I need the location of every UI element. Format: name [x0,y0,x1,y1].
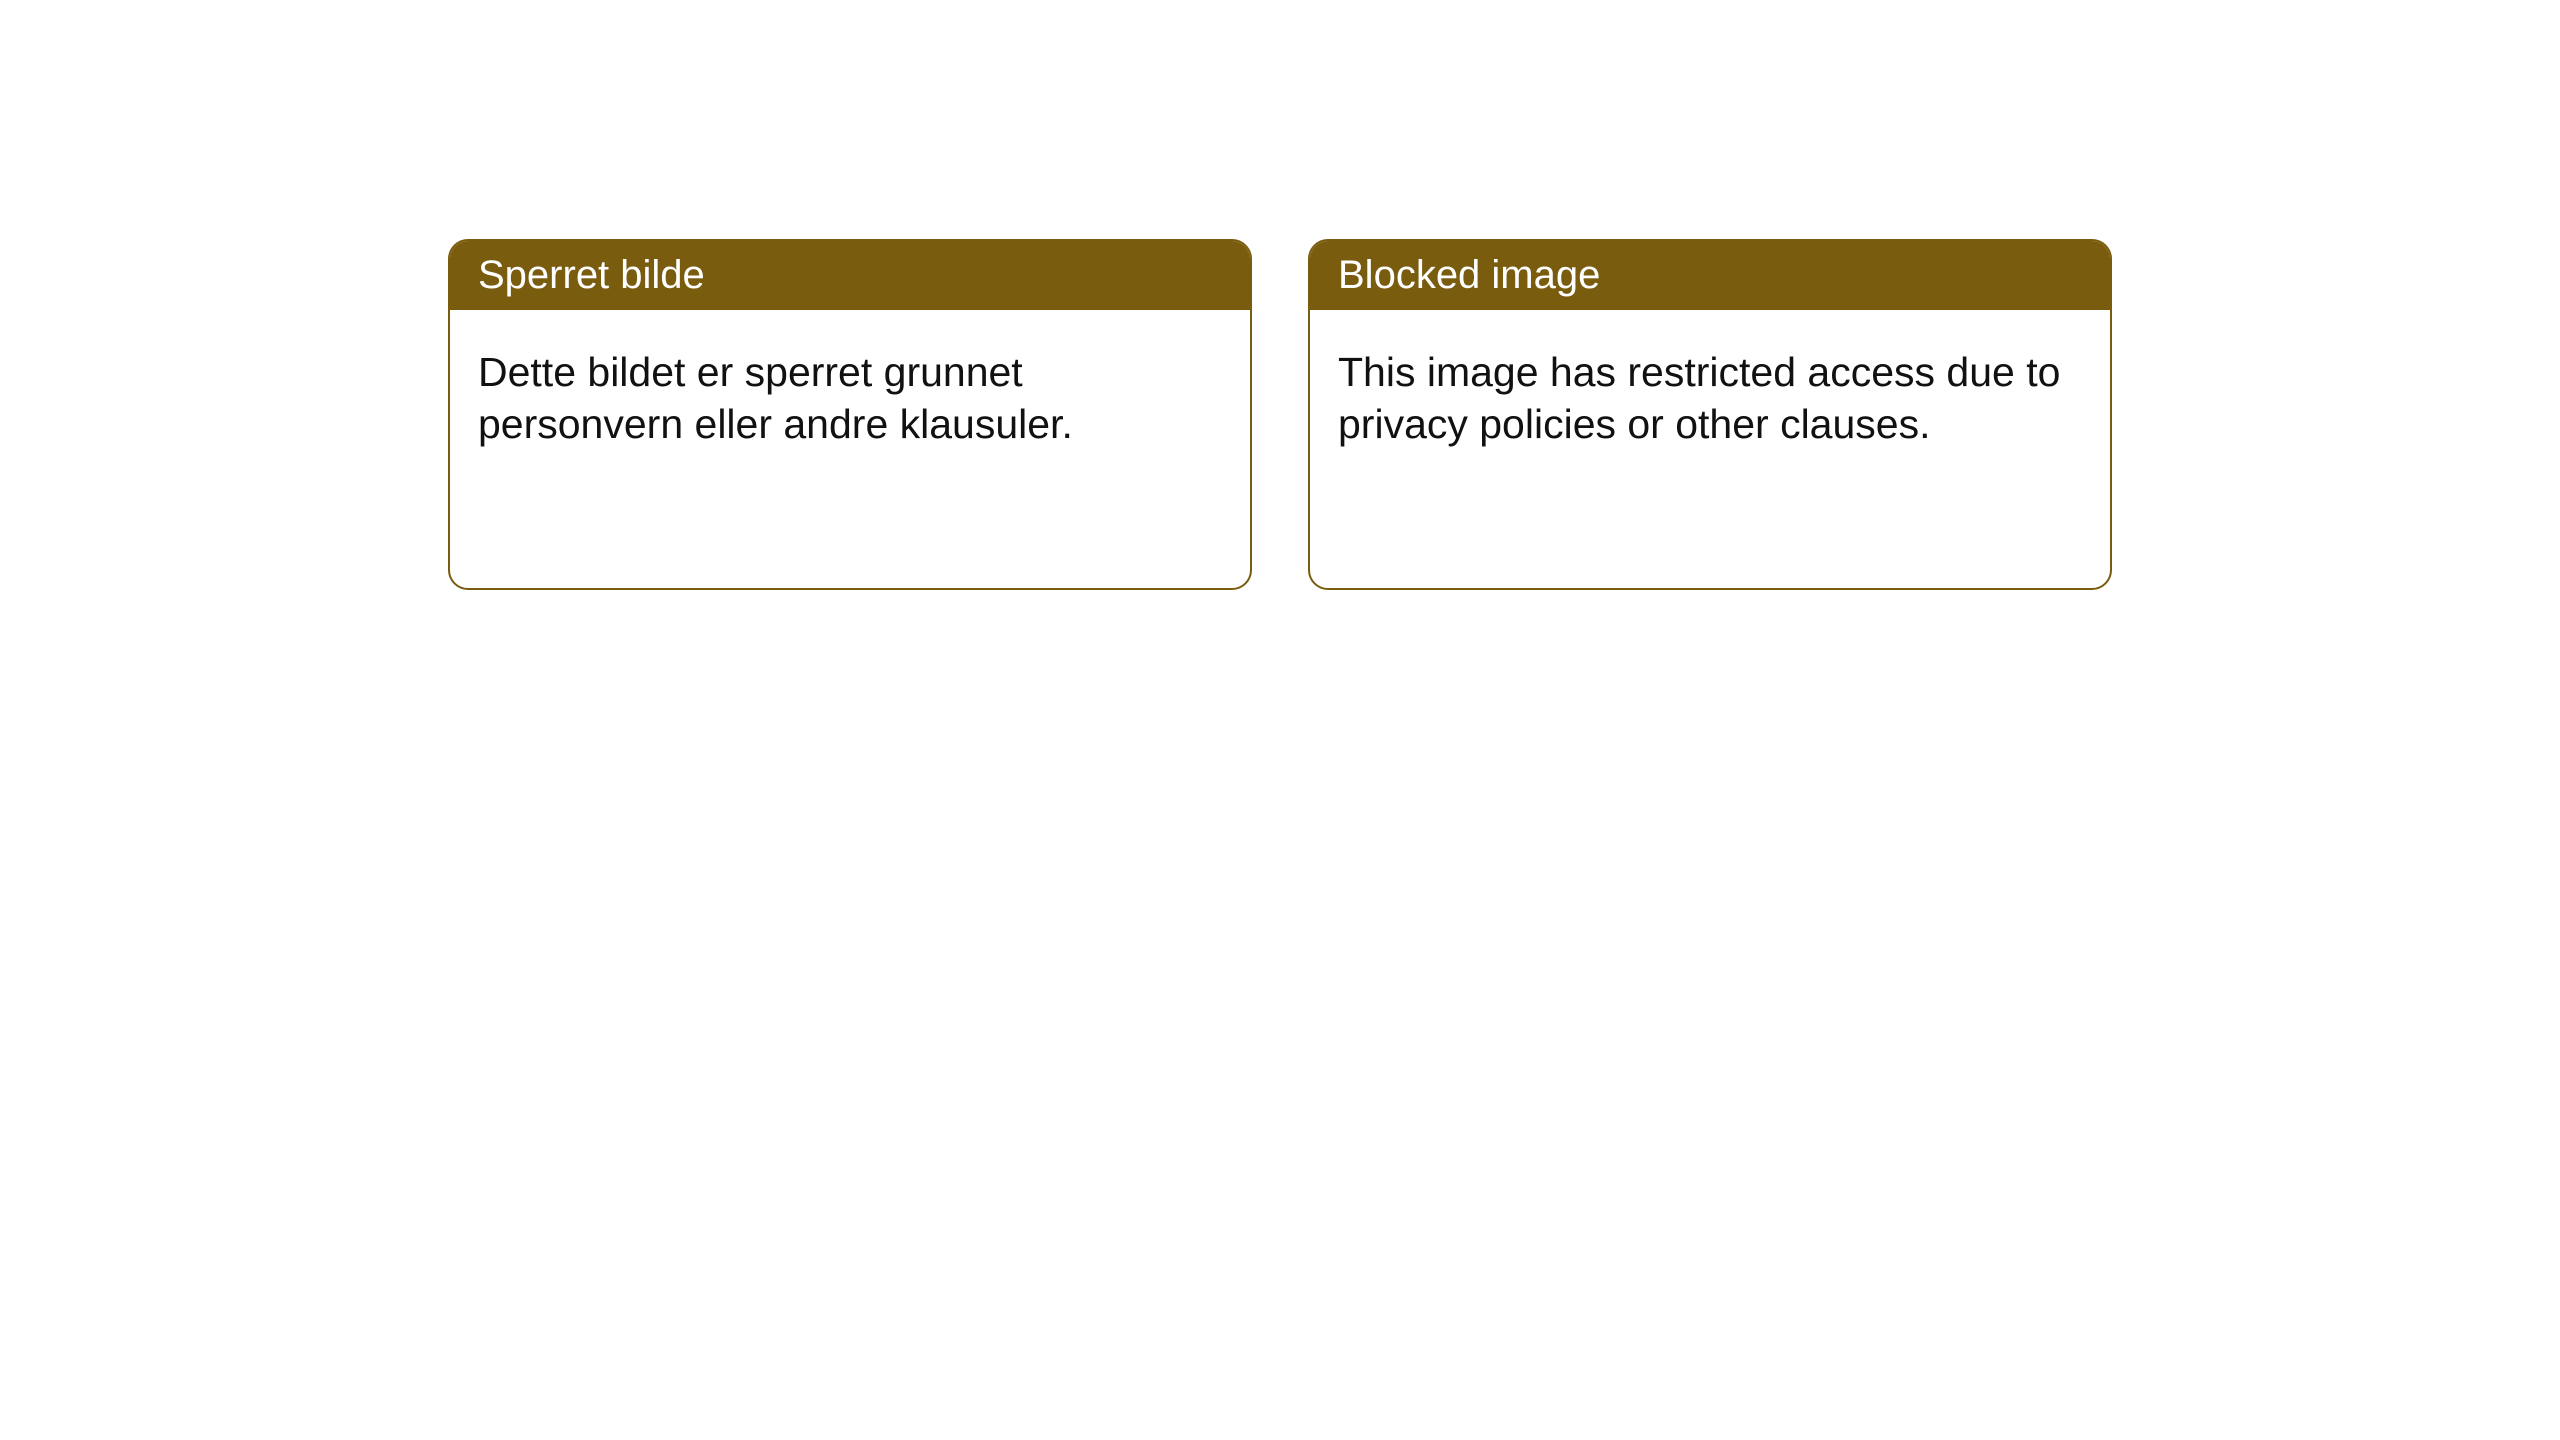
notice-body-english: This image has restricted access due to … [1310,310,2110,588]
notice-title: Blocked image [1338,253,1600,297]
notice-text: This image has restricted access due to … [1338,349,2060,447]
notice-header-norwegian: Sperret bilde [450,241,1250,310]
notice-body-norwegian: Dette bildet er sperret grunnet personve… [450,310,1250,588]
notice-header-english: Blocked image [1310,241,2110,310]
notice-card-english: Blocked image This image has restricted … [1308,239,2112,590]
notice-title: Sperret bilde [478,253,705,297]
notice-card-norwegian: Sperret bilde Dette bildet er sperret gr… [448,239,1252,590]
notice-container: Sperret bilde Dette bildet er sperret gr… [448,239,2112,590]
notice-text: Dette bildet er sperret grunnet personve… [478,349,1073,447]
